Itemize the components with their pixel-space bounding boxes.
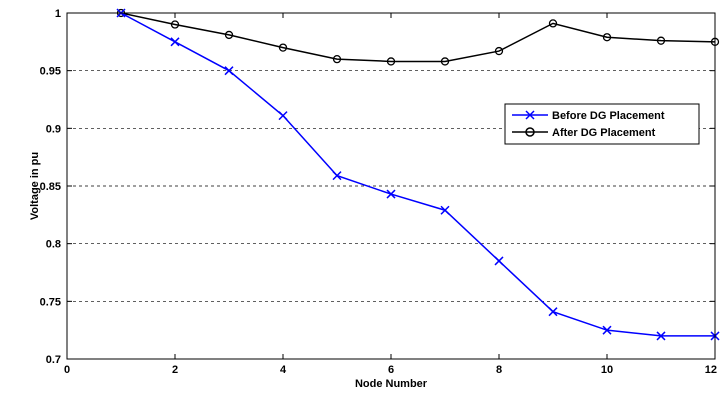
series-0 — [116, 8, 720, 341]
data-point — [494, 46, 504, 56]
x-tick-label: 6 — [388, 364, 394, 376]
data-point — [332, 171, 342, 181]
legend-box — [504, 103, 700, 145]
data-point — [278, 111, 288, 121]
y-axis-title: Voltage in pu — [29, 152, 41, 220]
data-point — [386, 57, 396, 66]
data-point — [278, 43, 288, 52]
data-point — [602, 325, 612, 335]
data-point — [224, 66, 234, 76]
grid-lines — [67, 70, 715, 302]
x-tick-label: 8 — [496, 364, 502, 376]
x-axis-title: Node Number — [355, 378, 428, 390]
data-point — [548, 19, 558, 28]
legend-label-after: After DG Placement — [552, 127, 656, 139]
x-tick-label: 2 — [172, 364, 178, 376]
data-point — [602, 33, 612, 42]
x-tick-label: 10 — [601, 364, 613, 376]
series-lines — [116, 8, 720, 341]
legend: Before DG Placement After DG Placement — [504, 103, 700, 145]
data-point — [332, 54, 342, 64]
x-tick-label: 12 — [705, 364, 717, 376]
y-tick-label: 0.95 — [40, 66, 61, 78]
y-tick-label: 0.75 — [40, 296, 61, 308]
y-tick-label: 0.85 — [40, 181, 61, 193]
legend-marker-after — [525, 127, 535, 137]
series-line — [120, 12, 715, 337]
data-point — [548, 307, 558, 317]
data-point — [494, 256, 504, 266]
data-point — [656, 331, 666, 341]
legend-marker-before — [525, 110, 535, 120]
y-tick-label: 0.8 — [46, 239, 61, 251]
legend-label-before: Before DG Placement — [552, 110, 665, 122]
series-line — [120, 12, 716, 63]
y-tick-label: 0.7 — [46, 354, 61, 366]
data-point — [170, 37, 180, 47]
y-tick-label: 0.9 — [46, 123, 61, 135]
data-point — [386, 189, 396, 199]
x-tick-label: 0 — [64, 364, 70, 376]
x-tick-label: 4 — [280, 364, 287, 376]
data-point — [224, 30, 234, 40]
data-point — [440, 205, 450, 215]
data-point — [656, 36, 666, 45]
data-point — [170, 20, 180, 29]
y-tick-label: 1 — [55, 8, 61, 20]
data-point — [440, 57, 450, 66]
